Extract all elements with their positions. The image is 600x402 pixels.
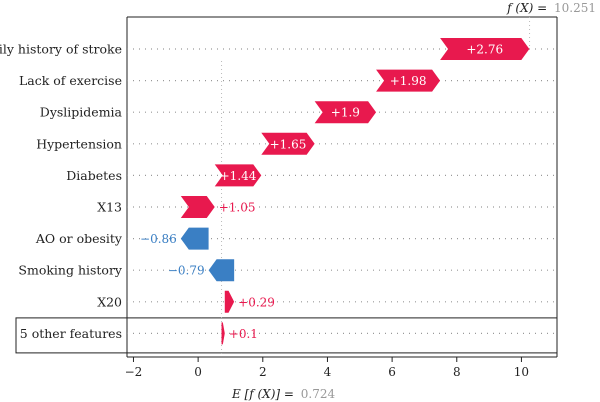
feature-label: X20	[97, 294, 122, 309]
x-tick-label: 6	[388, 365, 396, 379]
plot-frame	[15, 16, 558, 358]
negative-bar	[208, 259, 235, 282]
bar-value-label: +1.9	[331, 106, 360, 120]
bar-value-label: +1.65	[270, 137, 307, 151]
feature-label: X13	[97, 200, 122, 215]
bar-value-label: +1.44	[220, 169, 257, 183]
base-value-prefix: E [f (X)] =	[231, 387, 294, 401]
negative-bar	[180, 227, 209, 250]
annotations: f (X) = 10.251 E [f (X)] = 0.724	[231, 1, 596, 401]
bar-value-label: +1.98	[390, 74, 427, 88]
base-value-annotation: E [f (X)] = 0.724	[231, 387, 336, 401]
x-tick-label: −2	[125, 365, 143, 379]
other-features-box	[15, 317, 558, 354]
feature-label: Dyslipidemia	[40, 105, 123, 120]
positive-bar	[261, 132, 315, 155]
output-value-annotation: f (X) = 10.251	[506, 1, 596, 15]
bar-value-label: +2.76	[466, 43, 503, 57]
feature-label: AO or obesity	[35, 231, 123, 246]
feature-labels: Family history of stroke Lack of exercise…	[0, 42, 123, 341]
positive-bar	[314, 101, 377, 124]
x-tick-label: 0	[194, 365, 202, 379]
feature-label: Family history of stroke	[0, 42, 122, 57]
bars: +2.76 +1.98 +1.9 +1.65 +1.44 +1.05 −0.86 −0.79 +…	[140, 38, 530, 345]
positive-bar	[221, 322, 225, 345]
positive-bar	[440, 38, 530, 60]
bar-value-label: +1.05	[219, 201, 256, 215]
x-tick-label: 10	[514, 365, 529, 379]
feature-label: Hypertension	[36, 136, 122, 151]
x-tick-label: 4	[324, 365, 332, 379]
positive-bar	[180, 196, 215, 218]
output-value-number: 10.251	[554, 1, 596, 15]
row-gridlines	[127, 17, 557, 357]
positive-bar	[376, 69, 441, 92]
feature-label: 5 other features	[20, 326, 122, 341]
feature-label: Diabetes	[66, 168, 122, 183]
bar-value-label: +0.29	[238, 295, 275, 309]
feature-label: Smoking history	[18, 263, 123, 278]
feature-label: Lack of exercise	[19, 73, 122, 88]
bar-value-label: −0.86	[140, 232, 177, 246]
base-value-number: 0.724	[301, 387, 336, 401]
bar-value-label: −0.79	[168, 264, 205, 278]
x-tick-label: 2	[259, 365, 267, 379]
positive-bar	[224, 290, 235, 313]
bar-value-label: +0.1	[229, 327, 258, 341]
x-axis: −2 0 2 4 6 8 10	[125, 357, 529, 379]
x-tick-label: 8	[453, 365, 461, 379]
positive-bar	[214, 164, 262, 187]
output-value-prefix: f (X) =	[506, 1, 547, 15]
